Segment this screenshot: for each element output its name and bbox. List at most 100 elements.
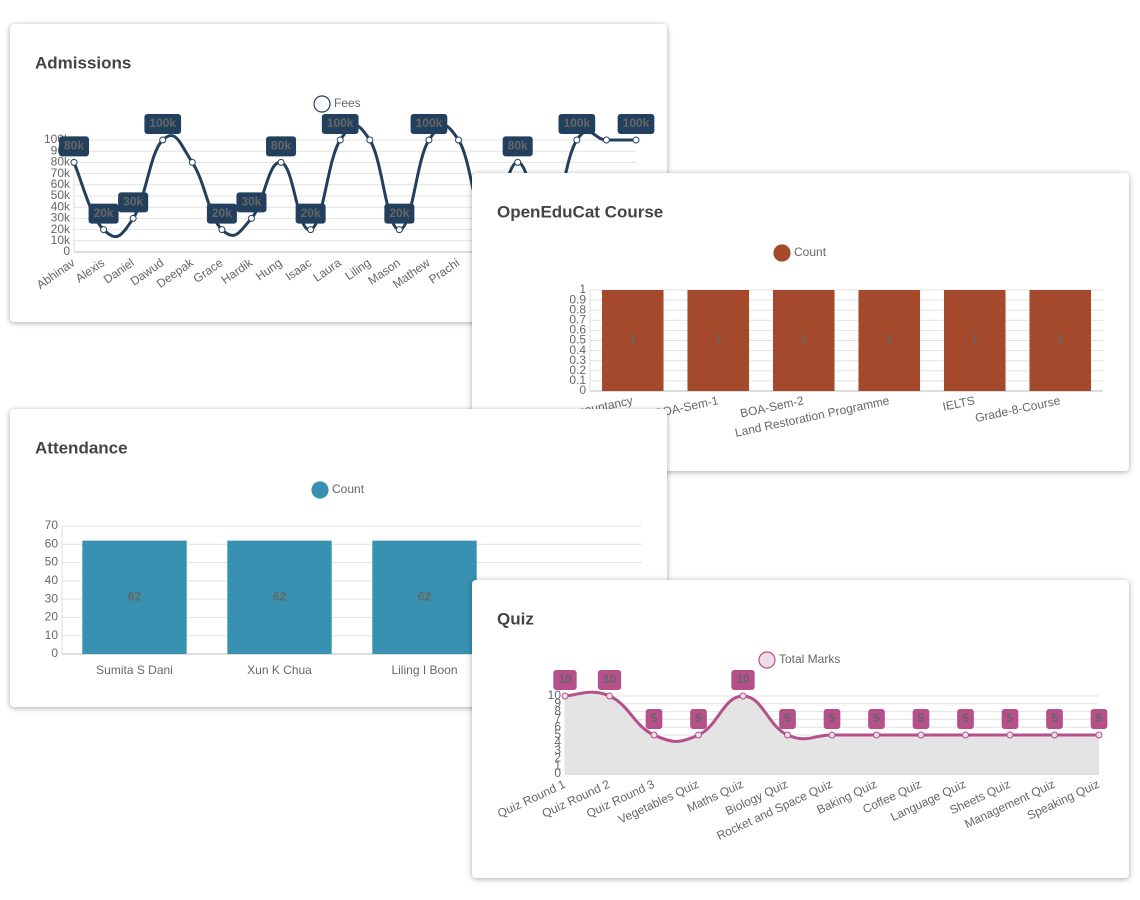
data-label-text: 20k [212,206,232,220]
point [395,226,403,234]
data-label: 20k [295,203,326,224]
point [962,731,969,739]
y-tick-label: 60 [45,536,59,550]
point [247,214,255,222]
data-label: 5 [957,709,974,729]
x-tick-label: Prachi [426,256,462,287]
point [695,731,702,739]
chart-title: OpenEduCat Course [497,202,663,221]
x-tick-label: Hung [253,256,285,284]
y-tick-label: 30k [51,211,71,225]
point [425,136,433,144]
point [573,136,581,144]
data-label-text: 5 [873,711,880,725]
point [873,731,880,739]
y-tick-label: 5 [554,727,561,741]
data-label-text: 80k [64,139,84,153]
data-label: 20k [206,203,237,224]
data-label-box [645,709,663,729]
chart: OpenEduCat Course00.10.20.30.40.50.60.70… [497,202,1103,440]
bar [372,540,477,654]
y-tick-label: 0 [554,766,561,780]
data-label: 10 [597,670,622,690]
y-tick-label: 0.7 [569,312,586,326]
data-label: 30k [118,192,149,213]
y-tick-label: 40 [45,573,59,587]
data-label: 5 [912,709,930,729]
data-label: 5 [868,709,885,729]
x-tick-label: Grace [191,255,226,285]
y-tick-label: 0.9 [569,292,586,306]
y-tick-label: 40k [51,199,71,213]
y-tick-label: 0.8 [569,302,586,316]
data-label-text: 20k [94,206,114,220]
y-tick-label: 60k [51,177,71,191]
point [455,136,463,144]
y-tick-label: 9 [554,696,561,710]
data-label-box [295,203,326,224]
data-label: 100k [321,114,359,134]
point [1006,731,1014,739]
data-label-box [206,203,237,224]
point [650,731,658,739]
legend-marker [311,481,329,499]
bar-label: 62 [273,589,287,603]
y-tick-label: 20k [51,222,71,236]
bar [601,290,664,391]
legend-label: Fees [334,96,361,110]
point [917,731,925,739]
y-tick-label: 0 [579,383,586,397]
y-tick-label: 50k [51,188,71,202]
point [100,226,108,234]
y-tick-label: 3 [554,743,561,757]
point [1051,731,1058,739]
data-label-text: 20k [301,206,321,220]
data-label-box [690,709,707,729]
x-tick-label: Xun K Chua [247,663,312,677]
y-tick-label: 1 [579,282,586,296]
bar [772,290,835,391]
data-label: 80k [58,136,90,157]
data-label-text: 80k [271,139,291,153]
y-tick-label: 8 [554,704,561,718]
y-tick-label: 2 [554,751,561,765]
point [307,226,315,234]
chart-title: Quiz [497,609,534,628]
data-label-text: 10 [603,672,617,686]
data-label: 100k [558,114,596,134]
point [218,226,226,234]
data-label-text: 5 [962,711,969,725]
y-tick-label: 0.2 [569,363,586,377]
point [277,158,285,166]
y-tick-label: 0.3 [569,353,586,367]
y-tick-label: 20 [45,610,59,624]
chart: Attendance 0 10 20 30 40 50 60 70 Count Sumita S D… [35,438,642,677]
point [739,692,747,700]
y-tick-label: 70k [51,166,71,180]
x-tick-label: Sumita S Dani [96,663,173,677]
y-tick-label: 0.6 [569,323,586,337]
x-tick-label: Abhinav [34,256,78,292]
chart-title: Attendance [35,438,128,457]
data-label-box [553,670,577,690]
data-label-box [321,114,359,134]
point [159,136,167,144]
point [70,158,78,166]
point [1095,731,1103,739]
data-label-box [731,670,755,690]
data-label-box [558,114,596,134]
data-label-box [912,709,930,729]
point [602,136,610,144]
bar [1029,290,1092,391]
point [784,731,791,739]
x-tick-label: Laura [311,255,344,284]
data-label-box [957,709,974,729]
point [129,214,137,222]
point [606,692,613,700]
bar [943,290,1006,391]
data-label-text: 100k [416,116,443,130]
bar [687,290,750,391]
data-label: 20k [88,203,119,224]
x-tick-label: IELTS [941,393,976,413]
legend-marker [313,95,331,113]
